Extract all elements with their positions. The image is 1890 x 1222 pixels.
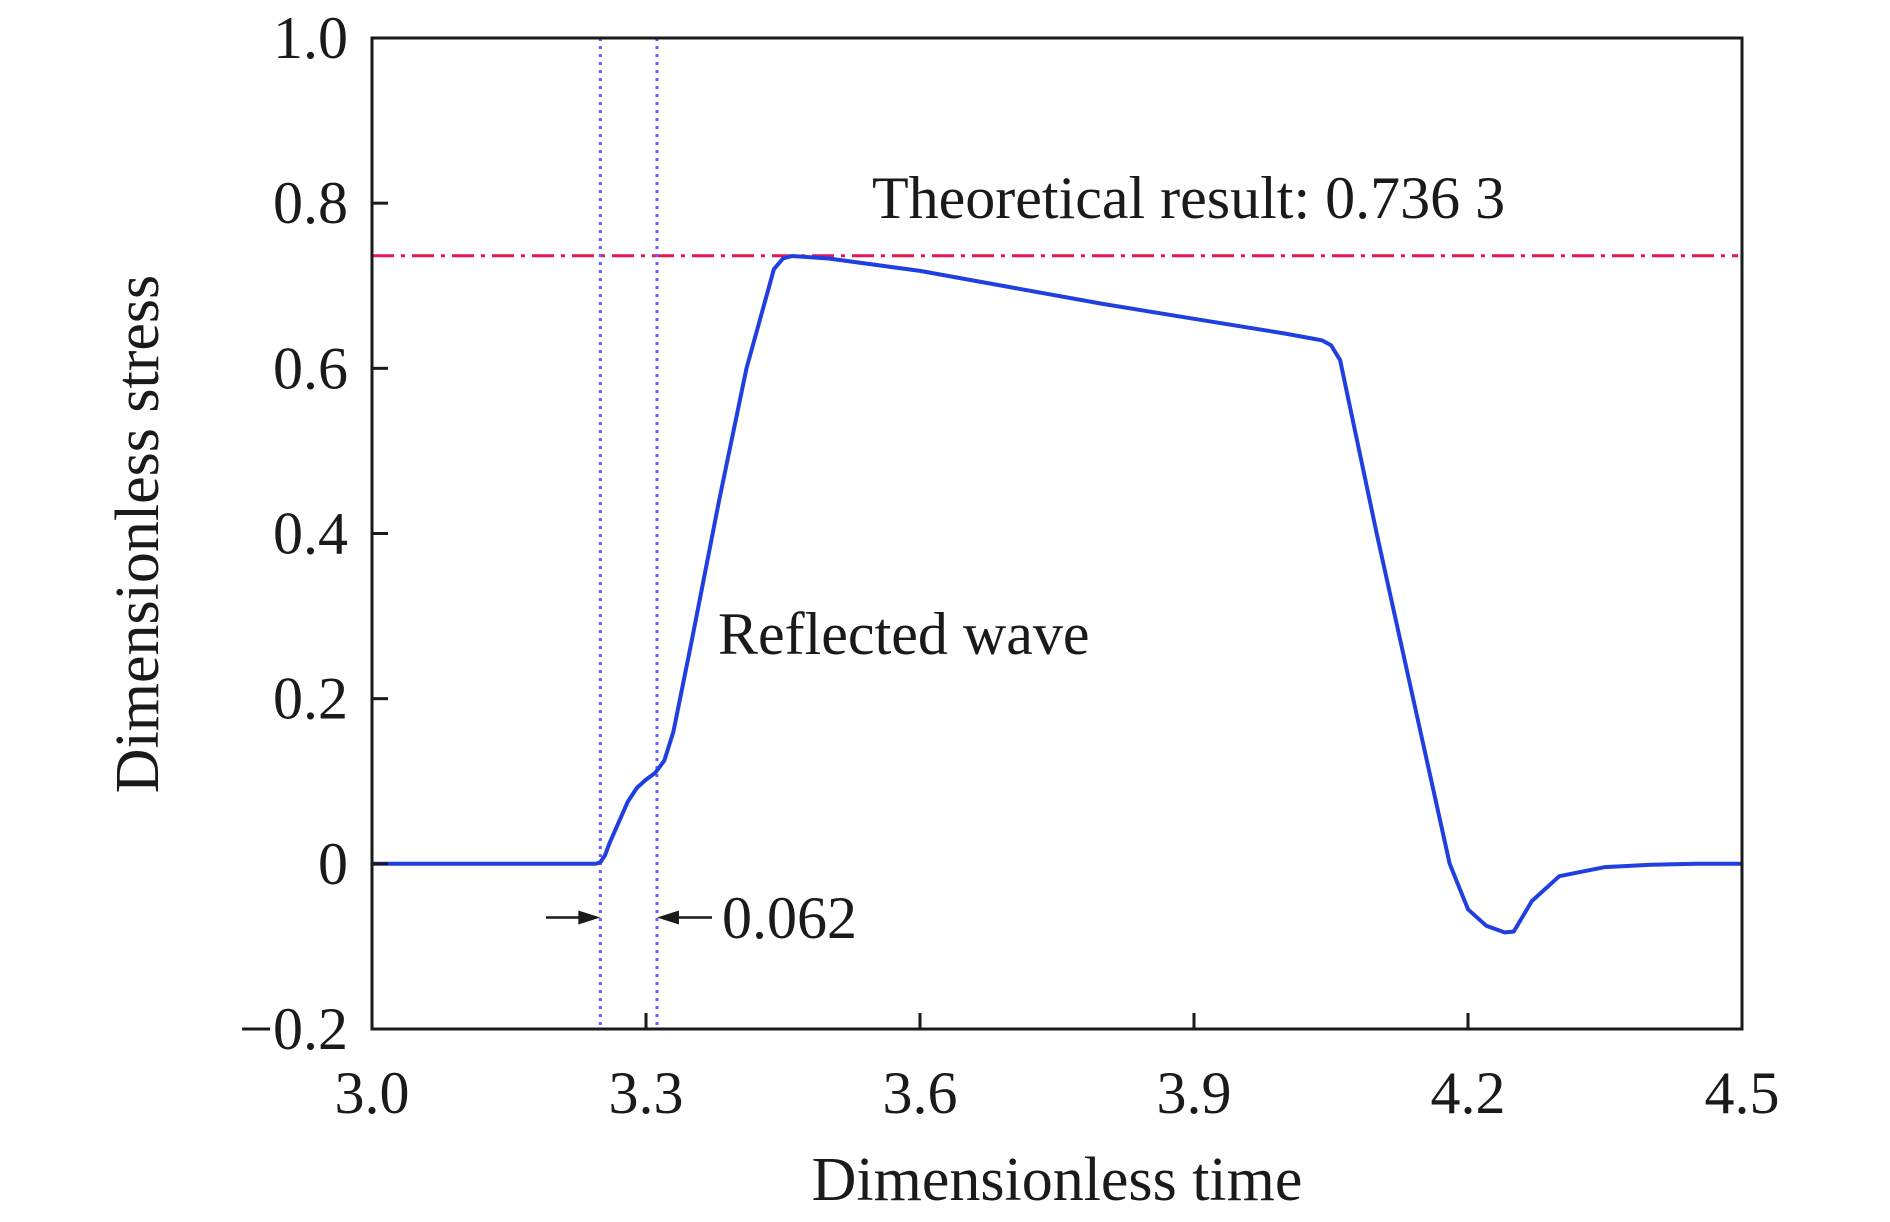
arrow-right-head bbox=[656, 910, 679, 925]
y-tick-label: 0.6 bbox=[273, 335, 348, 401]
stress-curve bbox=[372, 254, 1742, 935]
interval-arrows bbox=[546, 910, 712, 925]
y-tick-label: 0 bbox=[318, 831, 348, 897]
arrow-left-head bbox=[578, 910, 601, 925]
y-tick-label: 0.2 bbox=[273, 666, 348, 732]
x-tick-label: 4.2 bbox=[1431, 1060, 1506, 1126]
y-tick-label: −0.2 bbox=[239, 996, 348, 1062]
x-tick-label: 4.5 bbox=[1705, 1060, 1780, 1126]
theoretical-result-label: Theoretical result: 0.736 3 bbox=[872, 165, 1505, 231]
x-tick-label: 3.9 bbox=[1157, 1060, 1232, 1126]
x-tick-label: 3.6 bbox=[883, 1060, 958, 1126]
x-axis: 3.0 3.3 3.6 3.9 4.2 4.5 bbox=[335, 1013, 1780, 1126]
y-tick-label: 0.8 bbox=[273, 170, 348, 236]
y-tick-label: 0.4 bbox=[273, 501, 348, 567]
x-tick-label: 3.0 bbox=[335, 1060, 410, 1126]
interval-value-label: 0.062 bbox=[722, 885, 857, 951]
y-axis: −0.2 0 0.2 0.4 0.6 0.8 1.0 bbox=[239, 5, 388, 1062]
x-axis-title: Dimensionless time bbox=[812, 1146, 1303, 1214]
y-axis-title: Dimensionless stress bbox=[104, 275, 172, 793]
y-tick-label: 1.0 bbox=[273, 5, 348, 71]
reflected-wave-label: Reflected wave bbox=[718, 601, 1089, 667]
x-tick-label: 3.3 bbox=[609, 1060, 684, 1126]
